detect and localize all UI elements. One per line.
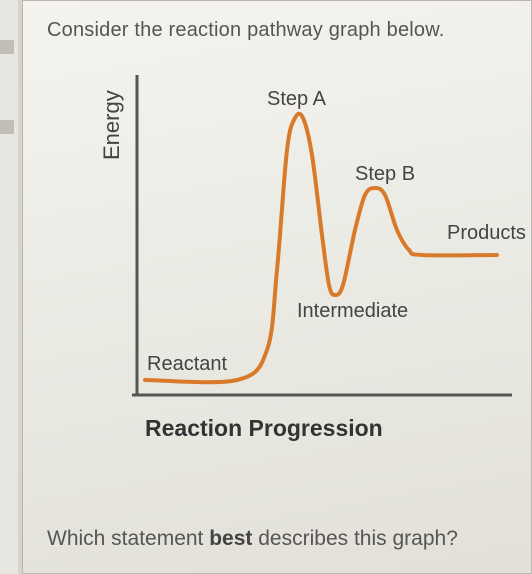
question-suffix: describes this graph? (252, 527, 457, 550)
x-axis-label: Reaction Progression (145, 415, 383, 442)
question-bold: best (209, 527, 252, 550)
label-step-b: Step B (355, 163, 415, 186)
label-intermediate: Intermediate (297, 300, 408, 323)
content-card: Consider the reaction pathway graph belo… (22, 0, 532, 574)
energy-curve (145, 114, 497, 383)
left-tab-strip (0, 0, 18, 574)
question-text: Which statement best describes this grap… (47, 527, 513, 551)
reaction-pathway-chart: Energy Step A Step B Products Intermedia… (67, 70, 527, 450)
label-products: Products (447, 222, 526, 245)
label-reactant: Reactant (147, 353, 227, 376)
prompt-text: Consider the reaction pathway graph belo… (47, 19, 511, 42)
tab-marker (0, 120, 14, 134)
tab-marker (0, 40, 14, 54)
question-prefix: Which statement (47, 527, 209, 550)
label-step-a: Step A (267, 88, 326, 111)
